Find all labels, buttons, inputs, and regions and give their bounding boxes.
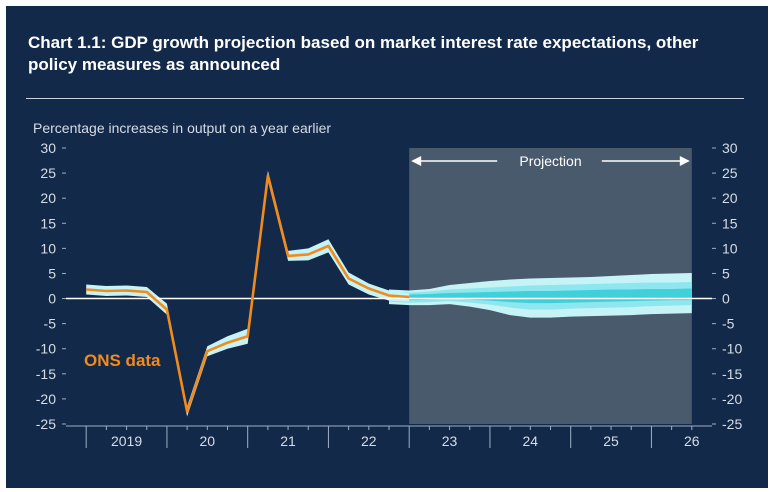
y-tick-label-right: 25 bbox=[722, 165, 738, 181]
y-tick-label-left: -20 bbox=[36, 391, 56, 407]
projection-label: Projection bbox=[519, 153, 581, 169]
y-tick-label-left: 15 bbox=[40, 215, 56, 231]
y-tick-label-right: 10 bbox=[722, 240, 738, 256]
y-tick-label-left: 5 bbox=[48, 265, 56, 281]
fan-band-inner bbox=[389, 288, 692, 304]
title-divider bbox=[26, 98, 744, 99]
ons-data-label: ONS data bbox=[84, 351, 161, 370]
y-tick-label-right: 5 bbox=[722, 265, 730, 281]
projection-arrowhead-left bbox=[411, 156, 422, 166]
x-tick-label: 20 bbox=[200, 433, 216, 449]
x-tick-label: 22 bbox=[361, 433, 377, 449]
x-tick-label: 25 bbox=[603, 433, 619, 449]
y-tick-label-right: 15 bbox=[722, 215, 738, 231]
x-tick-label: 21 bbox=[280, 433, 296, 449]
y-tick-label-right: 20 bbox=[722, 190, 738, 206]
y-tick-label-left: -15 bbox=[36, 366, 56, 382]
y-tick-label-left: -5 bbox=[44, 316, 57, 332]
y-tick-label-left: 0 bbox=[48, 291, 56, 307]
y-tick-label-right: -5 bbox=[722, 316, 735, 332]
x-tick-label: 2019 bbox=[111, 433, 142, 449]
ons-data-band bbox=[86, 170, 410, 417]
projection-arrowhead-right bbox=[679, 156, 690, 166]
y-tick-label-left: -25 bbox=[36, 416, 56, 432]
x-tick-label: 24 bbox=[523, 433, 539, 449]
y-axis-subtitle: Percentage increases in output on a year… bbox=[33, 120, 332, 136]
x-tick-label: 26 bbox=[684, 433, 700, 449]
y-tick-label-right: -10 bbox=[722, 341, 742, 357]
y-tick-label-left: 10 bbox=[40, 240, 56, 256]
y-tick-label-left: -10 bbox=[36, 341, 56, 357]
chart-title: Chart 1.1: GDP growth projection based o… bbox=[28, 33, 699, 74]
ons-data-line bbox=[86, 174, 410, 413]
y-tick-label-right: -15 bbox=[722, 366, 742, 382]
x-tick-label: 23 bbox=[442, 433, 458, 449]
y-tick-label-right: 30 bbox=[722, 140, 738, 156]
y-tick-label-left: 25 bbox=[40, 165, 56, 181]
y-tick-label-left: 30 bbox=[40, 140, 56, 156]
y-tick-label-right: 0 bbox=[722, 291, 730, 307]
y-tick-label-right: -20 bbox=[722, 391, 742, 407]
y-tick-label-right: -25 bbox=[722, 416, 742, 432]
y-tick-label-left: 20 bbox=[40, 190, 56, 206]
